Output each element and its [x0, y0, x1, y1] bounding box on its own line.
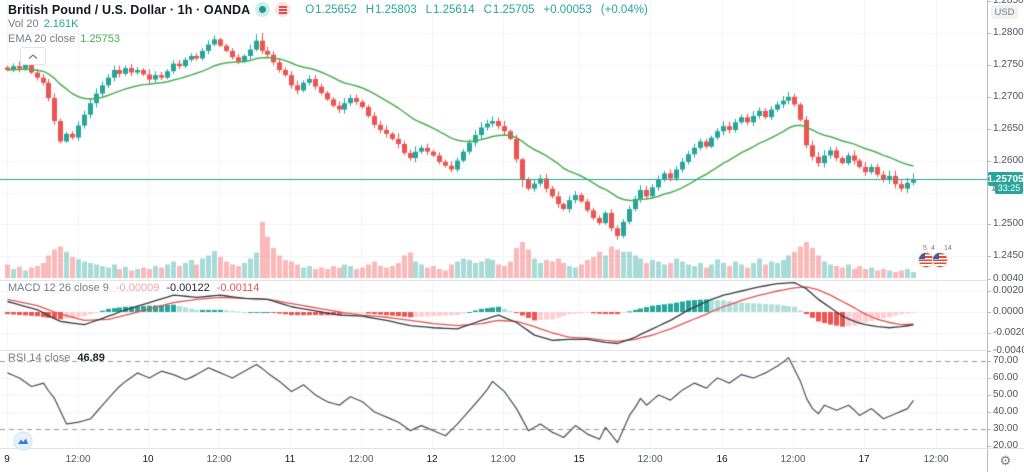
change-percent: (+0.04%)	[600, 3, 648, 16]
time-tick-label: 12:00	[637, 454, 663, 465]
event-count: 5	[923, 245, 927, 252]
volume-label: Vol 20	[8, 18, 39, 30]
price-axis-border	[987, 0, 988, 472]
volume-value: 2.161K	[43, 18, 79, 30]
legend-collapse-button[interactable]	[20, 47, 46, 65]
axis-tick-label: 40.00	[986, 406, 1019, 417]
close-label: C	[483, 3, 492, 16]
close-value: 1.25705	[492, 3, 535, 16]
price-axis[interactable]: 20.00 30.00 40.00 50.00 60.00 70.00-0.00400 -0…	[986, 0, 1024, 451]
event-count: 4	[931, 245, 935, 252]
time-tick-label: 12:00	[348, 454, 374, 465]
market-status-dot-icon[interactable]	[255, 2, 271, 17]
pane-separator[interactable]	[0, 350, 987, 351]
macd-line-value: -0.00122	[166, 282, 210, 294]
time-tick-label: 12	[426, 454, 438, 465]
macd-hist-value: -0.00009	[115, 282, 160, 294]
gear-icon[interactable]: ⚙	[999, 452, 1012, 468]
symbol-title[interactable]: British Pound / U.S. Dollar · 1h · OANDA	[8, 2, 251, 17]
logo-icon	[13, 431, 33, 451]
obscured-tick-fragment: 1	[991, 182, 997, 194]
ema-label: EMA 20 close	[8, 33, 76, 45]
data-notice-icon[interactable]	[275, 2, 291, 17]
status-dot	[259, 6, 267, 13]
axis-tick-label: 1.26500	[986, 124, 1024, 134]
axis-tick-label: 1.24500	[986, 251, 1024, 261]
axis-tick-label: 30.00	[986, 423, 1019, 434]
axis-tick-label: 1.27500	[986, 60, 1024, 70]
axis-tick-label: 1.25000	[986, 219, 1024, 229]
currency-unit-badge: USD	[991, 5, 1018, 19]
axis-tick-label: -0.00400	[986, 346, 1024, 356]
macd-label: MACD 12 26 close 9	[8, 282, 109, 294]
time-axis-border	[0, 448, 1024, 449]
axis-tick-label: 0.00400	[986, 274, 1024, 284]
time-tick-label: 17	[858, 454, 870, 465]
rsi-label: RSI 14 close	[8, 352, 71, 364]
time-tick-label: 15	[573, 454, 585, 465]
chevron-up-icon	[28, 53, 38, 59]
open-value: 1.25652	[315, 3, 357, 16]
axis-tick-label: 60.00	[986, 372, 1019, 383]
pane-separator[interactable]	[0, 280, 987, 281]
time-tick-label: 9	[4, 454, 10, 465]
us-flag-icon[interactable]	[933, 253, 947, 267]
open-label: O	[305, 3, 315, 16]
axis-tick-label: 1.28500	[986, 0, 1024, 6]
time-tick-label: 11	[284, 454, 296, 465]
time-axis[interactable]: 9 12:00 10 12:00 11 12:00 12 12:00 15 12:00 16 12:0…	[0, 448, 987, 472]
macd-signal-value: -0.00114	[216, 282, 260, 294]
economic-events-marker[interactable]: 5 4 14	[916, 245, 968, 269]
axis-tick-label: 1.26000	[986, 156, 1024, 166]
volume-legend-row[interactable]: Vol 20 2.161K	[8, 18, 78, 30]
time-tick-label: 12:00	[490, 454, 516, 465]
time-tick-label: 10	[142, 454, 154, 465]
axis-tick-label: 1.28000	[986, 28, 1024, 38]
time-tick-label: 16	[716, 454, 728, 465]
rsi-value: 46.89	[77, 352, 105, 364]
time-tick-label: 12:00	[780, 454, 806, 465]
axis-tick-label: 1.27000	[986, 92, 1024, 102]
time-tick-label: 12:00	[65, 454, 91, 465]
provider-logo[interactable]	[13, 431, 33, 456]
chart-canvas[interactable]	[0, 0, 987, 448]
axis-tick-label: 20.00	[986, 440, 1019, 451]
notice-bars	[278, 8, 287, 11]
ema-value: 1.25753	[80, 33, 121, 45]
axis-tick-label: 50.00	[986, 389, 1019, 400]
ema-legend-row[interactable]: EMA 20 close 1.25753	[8, 33, 120, 45]
rsi-legend-row[interactable]: RSI 14 close 46.89	[8, 352, 105, 364]
bar-countdown-badge: 33:25	[995, 182, 1023, 194]
macd-legend-row[interactable]: MACD 12 26 close 9 -0.00009 -0.00122 -0.…	[8, 282, 259, 294]
time-tick-label: 12:00	[206, 454, 232, 465]
high-label: H	[365, 3, 375, 16]
main-legend-row[interactable]: British Pound / U.S. Dollar · 1h · OANDA…	[8, 2, 648, 17]
change-value: +0.00053	[543, 3, 592, 16]
ohlc-values: O 1.25652 H 1.25803 L 1.25614 C 1.25705 +0.0…	[305, 4, 648, 16]
low-label: L	[425, 3, 433, 16]
high-value: 1.25803	[375, 3, 417, 16]
event-count: 14	[944, 245, 952, 252]
us-flag-icon[interactable]	[919, 253, 933, 267]
low-value: 1.25614	[433, 3, 475, 16]
time-tick-label: 12:00	[923, 454, 949, 465]
axis-tick-label: 70.00	[986, 355, 1019, 366]
